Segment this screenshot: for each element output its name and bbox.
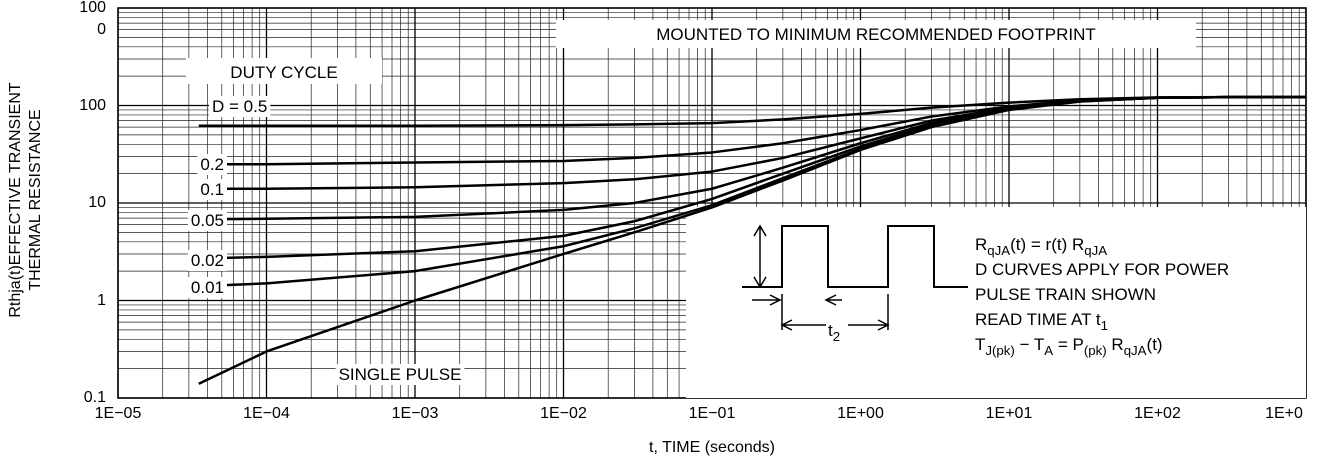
x-tick-label: 1E−02 <box>540 405 587 422</box>
y-tick-label: 1000 <box>79 0 106 38</box>
y-tick-label: 10 <box>88 194 106 211</box>
subscript: A <box>1044 343 1053 358</box>
series-line <box>198 95 1306 127</box>
subscript: qJA <box>1084 243 1107 258</box>
y-tick-label: 100 <box>79 96 106 114</box>
series-line <box>198 95 1306 385</box>
series-label: 0.05 <box>191 211 224 230</box>
x-tick-label: 1E−05 <box>95 405 142 422</box>
y-axis-title: Rthja(t)EFFECTIVE TRANSIENT THERMAL RESI… <box>7 82 44 318</box>
text-run: (t) = r(t) R <box>1010 235 1084 254</box>
subscript: 2 <box>833 329 840 344</box>
series-line <box>198 95 1306 221</box>
series-line <box>198 95 1306 166</box>
inset-text: t2 <box>828 321 840 344</box>
series-label-box <box>197 179 227 200</box>
y-tick-label: 1 <box>97 291 106 309</box>
series-line <box>198 95 1306 191</box>
x-axis-title: t, TIME (seconds) <box>649 439 775 456</box>
series-label-box <box>209 96 271 117</box>
series-label-box <box>335 364 465 385</box>
text-run: R <box>975 235 987 254</box>
text-run: t <box>828 321 833 340</box>
annotation: MOUNTED TO MINIMUM RECOMMENDED FOOTPRINT <box>656 25 1095 44</box>
text-run: READ TIME AT t <box>975 310 1101 329</box>
series-label-box <box>187 210 227 231</box>
legend-title-box <box>186 58 382 84</box>
x-tick-label: 1E−04 <box>243 405 290 422</box>
text-run: T <box>975 335 985 354</box>
text-run: (t) <box>1147 335 1163 354</box>
x-tick-label: 1E−03 <box>392 405 439 422</box>
series-label: D = 0.5 <box>212 97 267 116</box>
series-label-box <box>187 250 227 271</box>
inset-text: RqJA(t) = r(t) RqJA <box>975 235 1107 258</box>
inset-text: TJ(pk) − TA = P(pk) RqJA(t) <box>975 335 1163 358</box>
annotation-box <box>556 20 1196 48</box>
subscript: 1 <box>1101 318 1108 333</box>
series-label-box <box>187 277 227 298</box>
subscript: (pk) <box>1084 343 1107 358</box>
subscript: qJA <box>1124 343 1147 358</box>
subscript: J(pk) <box>985 343 1014 358</box>
text-run: D CURVES APPLY FOR POWER <box>975 260 1229 279</box>
text-run: = P <box>1053 335 1084 354</box>
text-run: − T <box>1015 335 1044 354</box>
series-label: 0.2 <box>200 155 224 174</box>
subscript: qJA <box>987 243 1010 258</box>
legend-title: DUTY CYCLE <box>230 63 337 82</box>
inset-box <box>686 207 1306 398</box>
y-tick-label: 0.1 <box>83 389 106 406</box>
y-axis-title-line: Rthja(t)EFFECTIVE TRANSIENT <box>7 82 24 318</box>
inset-text: D CURVES APPLY FOR POWER <box>975 260 1229 279</box>
x-tick-label: 1E+00 <box>837 405 884 422</box>
y-axis-title-line: THERMAL RESISTANCE <box>27 109 44 290</box>
x-tick-label: 1E+01 <box>986 405 1033 422</box>
label-box <box>826 318 848 344</box>
series-label: 0.1 <box>200 180 224 199</box>
series-label: 0.02 <box>191 251 224 270</box>
series-label: 0.01 <box>191 278 224 297</box>
inset-text: READ TIME AT t1 <box>975 310 1108 333</box>
x-tick-label: 1E−01 <box>689 405 736 422</box>
pulse-wave <box>742 225 968 288</box>
series-label-box <box>197 154 227 175</box>
text-run: PULSE TRAIN SHOWN <box>975 285 1156 304</box>
text-run: R <box>1107 335 1124 354</box>
inset-text: PULSE TRAIN SHOWN <box>975 285 1156 304</box>
x-tick-label: 1E+0 <box>1265 405 1303 422</box>
series-label: SINGLE PULSE <box>339 365 462 384</box>
x-tick-label: 1E+02 <box>1134 405 1181 422</box>
